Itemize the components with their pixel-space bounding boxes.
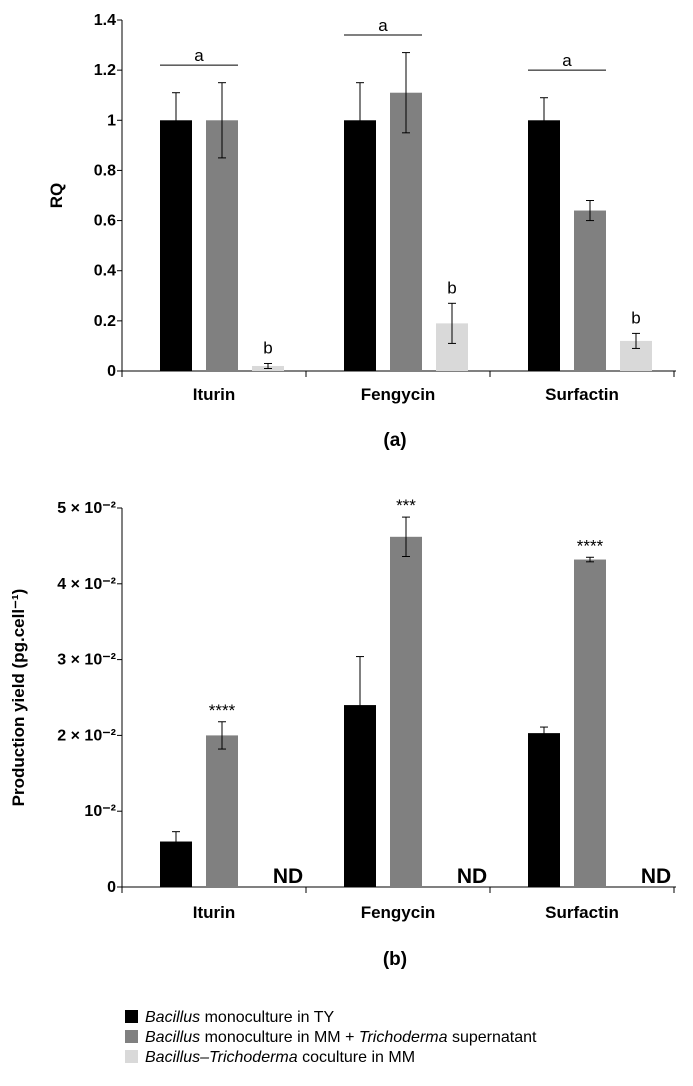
bar (344, 120, 376, 372)
significance-letter: a (194, 46, 204, 65)
legend-entry: Bacillus–Trichoderma coculture in MM (145, 1049, 415, 1066)
panel-label: (b) (383, 949, 407, 970)
x-tick-label: Iturin (193, 385, 236, 404)
bar (574, 559, 606, 887)
y-tick-label: 0.8 (94, 162, 116, 179)
bar (206, 120, 238, 372)
y-tick-label: 1 (107, 112, 116, 129)
y-tick-label: 0.6 (94, 213, 116, 230)
x-tick-label: Fengycin (361, 903, 436, 922)
bar (390, 536, 422, 887)
y-tick-label: 0 (107, 363, 116, 380)
y-tick-label: 10⁻² (84, 803, 116, 820)
bar (528, 120, 560, 372)
legend-swatch (125, 1030, 138, 1043)
y-tick-label: 4 × 10⁻² (57, 576, 116, 593)
y-axis-label: Production yield (pg.cell⁻¹) (9, 589, 28, 807)
y-tick-label: 2 × 10⁻² (57, 727, 116, 744)
legend-entry: Bacillus monoculture in MM + Trichoderma… (145, 1029, 537, 1046)
y-tick-label: 0.4 (94, 263, 116, 280)
legend-entry: Bacillus monoculture in TY (145, 1009, 334, 1026)
y-tick-label: 3 × 10⁻² (57, 652, 116, 669)
significance-stars: **** (577, 536, 604, 555)
bar (206, 735, 238, 887)
nd-label: ND (457, 865, 487, 888)
bar (528, 733, 560, 887)
panel-label: (a) (383, 430, 406, 451)
y-tick-label: 1.4 (94, 12, 116, 29)
significance-letter: b (263, 338, 272, 357)
x-tick-label: Iturin (193, 903, 236, 922)
y-tick-label: 0 (107, 879, 116, 896)
y-axis-label: RQ (47, 183, 66, 209)
x-tick-label: Fengycin (361, 385, 436, 404)
significance-stars: **** (209, 701, 236, 720)
nd-label: ND (641, 865, 671, 888)
significance-letter: a (378, 16, 388, 35)
legend-swatch (125, 1010, 138, 1023)
y-tick-label: 1.2 (94, 62, 116, 79)
x-tick-label: Surfactin (545, 903, 619, 922)
y-tick-label: 0.2 (94, 313, 116, 330)
significance-letter: a (562, 51, 572, 70)
legend-swatch (125, 1050, 138, 1063)
x-tick-label: Surfactin (545, 385, 619, 404)
y-tick-label: 5 × 10⁻² (57, 500, 116, 517)
significance-letter: b (447, 278, 456, 297)
bar (160, 120, 192, 372)
significance-letter: b (631, 308, 640, 327)
nd-label: ND (273, 865, 303, 888)
significance-stars: *** (396, 496, 416, 515)
bar (574, 210, 606, 371)
bar (390, 92, 422, 371)
